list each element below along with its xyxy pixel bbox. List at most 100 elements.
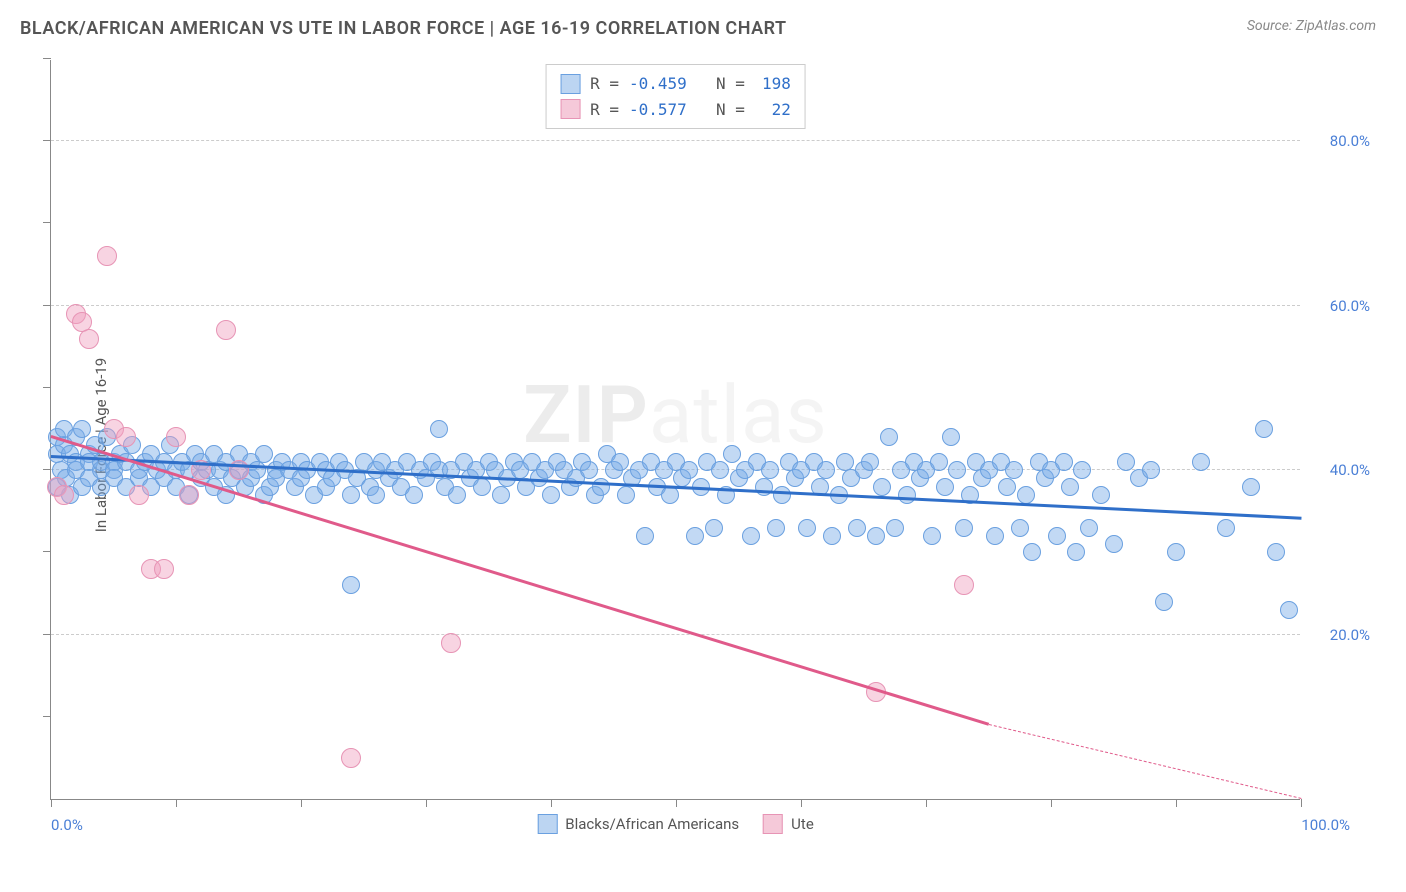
data-point bbox=[617, 486, 635, 504]
y-tick-label: 60.0% bbox=[1310, 297, 1370, 315]
data-point bbox=[898, 486, 916, 504]
legend-swatch bbox=[537, 814, 557, 834]
y-tick bbox=[43, 716, 51, 717]
data-point bbox=[542, 486, 560, 504]
y-tick-label: 80.0% bbox=[1310, 132, 1370, 150]
data-point bbox=[580, 461, 598, 479]
legend-label: Ute bbox=[791, 815, 814, 833]
data-point bbox=[79, 329, 99, 349]
data-point bbox=[867, 527, 885, 545]
watermark: ZIPatlas bbox=[523, 368, 828, 462]
data-point bbox=[1155, 593, 1173, 611]
data-point bbox=[1167, 543, 1185, 561]
data-point bbox=[873, 478, 891, 496]
data-point bbox=[661, 486, 679, 504]
data-point bbox=[1242, 478, 1260, 496]
data-point bbox=[705, 519, 723, 537]
source-credit: Source: ZipAtlas.com bbox=[1247, 18, 1376, 34]
data-point bbox=[1092, 486, 1110, 504]
data-point bbox=[1061, 478, 1079, 496]
x-tick bbox=[1301, 799, 1302, 807]
y-tick bbox=[43, 222, 51, 223]
chart-container: In Labor Force | Age 16-19 R = -0.459 N … bbox=[20, 50, 1380, 840]
data-point bbox=[611, 453, 629, 471]
data-point bbox=[986, 527, 1004, 545]
data-point bbox=[1105, 535, 1123, 553]
data-point bbox=[248, 461, 266, 479]
legend-row: R = -0.577 N = 22 bbox=[560, 97, 791, 123]
legend-n-value: 198 bbox=[755, 71, 791, 97]
data-point bbox=[116, 427, 136, 447]
data-point bbox=[823, 527, 841, 545]
y-tick bbox=[43, 634, 51, 635]
y-tick bbox=[43, 551, 51, 552]
plot-area: R = -0.459 N = 198R = -0.577 N = 22 ZIPa… bbox=[50, 60, 1300, 800]
x-tick bbox=[801, 799, 802, 807]
data-point bbox=[430, 420, 448, 438]
x-tick bbox=[676, 799, 677, 807]
data-point bbox=[798, 519, 816, 537]
legend-n-value: 22 bbox=[755, 97, 791, 123]
data-point bbox=[1217, 519, 1235, 537]
y-tick-label: 20.0% bbox=[1310, 626, 1370, 644]
data-point bbox=[711, 461, 729, 479]
legend-swatch bbox=[763, 814, 783, 834]
data-point bbox=[367, 486, 385, 504]
trend-line-extrapolated bbox=[988, 724, 1301, 799]
data-point bbox=[405, 486, 423, 504]
data-point bbox=[1017, 486, 1035, 504]
data-point bbox=[936, 478, 954, 496]
data-point bbox=[1067, 543, 1085, 561]
data-point bbox=[341, 748, 361, 768]
data-point bbox=[448, 486, 466, 504]
data-point bbox=[817, 461, 835, 479]
x-tick bbox=[301, 799, 302, 807]
data-point bbox=[492, 486, 510, 504]
data-point bbox=[1142, 461, 1160, 479]
data-point bbox=[592, 478, 610, 496]
y-tick bbox=[43, 140, 51, 141]
legend-label: Blacks/African Americans bbox=[565, 815, 739, 833]
data-point bbox=[1080, 519, 1098, 537]
legend-item: Ute bbox=[763, 814, 814, 834]
legend-r-label: R = bbox=[590, 71, 619, 97]
data-point bbox=[1280, 601, 1298, 619]
gridline bbox=[51, 305, 1300, 306]
data-point bbox=[54, 485, 74, 505]
x-tick bbox=[426, 799, 427, 807]
data-point bbox=[166, 427, 186, 447]
y-tick bbox=[43, 469, 51, 470]
data-point bbox=[73, 420, 91, 438]
correlation-legend: R = -0.459 N = 198R = -0.577 N = 22 bbox=[545, 64, 806, 129]
data-point bbox=[767, 519, 785, 537]
data-point bbox=[473, 478, 491, 496]
data-point bbox=[1005, 461, 1023, 479]
data-point bbox=[742, 527, 760, 545]
data-point bbox=[129, 485, 149, 505]
x-tick bbox=[51, 799, 52, 807]
data-point bbox=[1011, 519, 1029, 537]
data-point bbox=[861, 453, 879, 471]
data-point bbox=[1255, 420, 1273, 438]
data-point bbox=[942, 428, 960, 446]
y-tick-label: 40.0% bbox=[1310, 461, 1370, 479]
data-point bbox=[216, 320, 236, 340]
legend-item: Blacks/African Americans bbox=[537, 814, 739, 834]
data-point bbox=[97, 246, 117, 266]
x-tick bbox=[1051, 799, 1052, 807]
data-point bbox=[686, 527, 704, 545]
series-legend: Blacks/African Americans Ute bbox=[537, 814, 814, 834]
x-tick bbox=[1176, 799, 1177, 807]
legend-swatch bbox=[560, 99, 580, 119]
legend-r-value: -0.459 bbox=[629, 71, 687, 97]
data-point bbox=[680, 461, 698, 479]
data-point bbox=[342, 576, 360, 594]
data-point bbox=[773, 486, 791, 504]
data-point bbox=[1048, 527, 1066, 545]
data-point bbox=[1117, 453, 1135, 471]
x-tick bbox=[551, 799, 552, 807]
legend-n-label: N = bbox=[697, 71, 745, 97]
data-point bbox=[636, 527, 654, 545]
data-point bbox=[179, 485, 199, 505]
data-point bbox=[948, 461, 966, 479]
